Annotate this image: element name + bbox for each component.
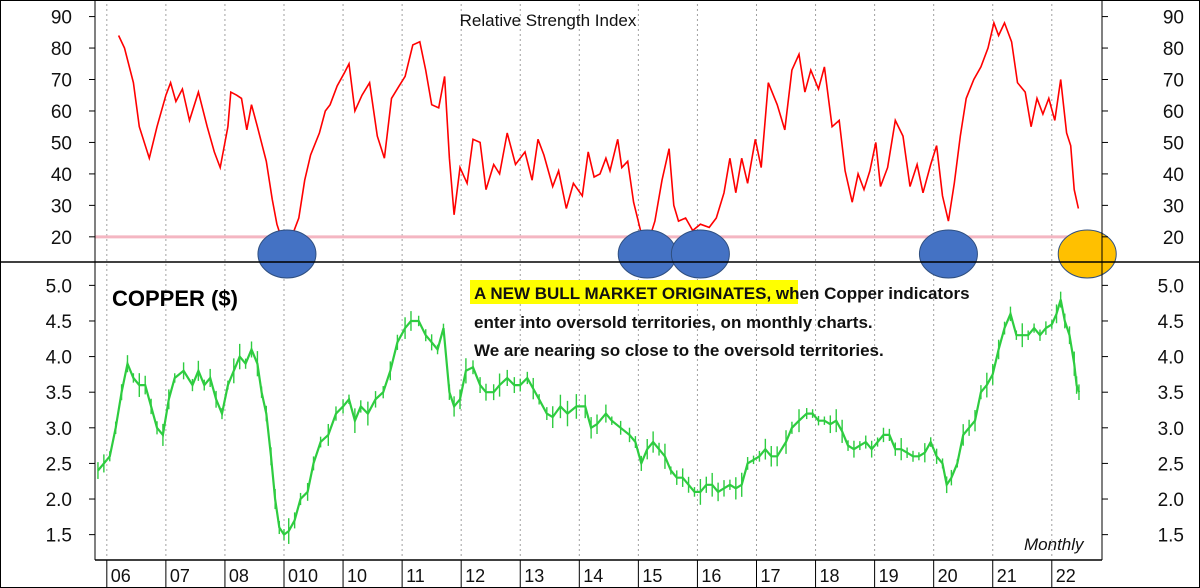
x-tick-label: 06 bbox=[111, 566, 131, 586]
copper-tick-label-right: 1.5 bbox=[1158, 526, 1184, 547]
annotation-line-1-rest: when Copper indicators bbox=[771, 284, 969, 303]
copper-tick-label-right: 4.5 bbox=[1158, 312, 1184, 333]
copper-tick-label-right: 2.5 bbox=[1158, 454, 1184, 475]
annotation-line-1: A NEW BULL MARKET ORIGINATES, when Coppe… bbox=[474, 284, 970, 303]
copper-tick-label-left: 1.5 bbox=[46, 526, 72, 547]
rsi-tick-label-left: 50 bbox=[51, 133, 72, 154]
x-tick-label: 13 bbox=[524, 566, 544, 586]
copper-tick-label-left: 4.5 bbox=[46, 312, 72, 333]
x-tick-label: 20 bbox=[938, 566, 958, 586]
rsi-tick-label-left: 90 bbox=[51, 8, 72, 29]
x-tick-label: 21 bbox=[997, 566, 1017, 586]
rsi-tick-label-right: 30 bbox=[1163, 196, 1184, 217]
copper-tick-label-left: 2.5 bbox=[46, 454, 72, 475]
rsi-tick-label-right: 50 bbox=[1163, 133, 1184, 154]
oversold-marker-3 bbox=[670, 229, 730, 279]
axes: 90 90 80 80 70 70 60 60 50 50 40 40 30 30 20 20 5.0 5.0 4.… bbox=[46, 8, 1184, 588]
annotation-highlight-text: A NEW BULL MARKET ORIGINATES, bbox=[474, 284, 771, 303]
copper-tick-label-right: 3.0 bbox=[1158, 419, 1184, 440]
rsi-tick-label-left: 70 bbox=[51, 71, 72, 92]
x-tick-label: 16 bbox=[701, 566, 721, 586]
rsi-tick-label-left: 20 bbox=[51, 228, 72, 249]
annotation-line-2: enter into oversold territories, on mont… bbox=[474, 313, 873, 332]
annotation-line-3: We are nearing so close to the oversold … bbox=[474, 341, 884, 360]
rsi-tick-label-left: 30 bbox=[51, 196, 72, 217]
rsi-tick-label-right: 20 bbox=[1163, 228, 1184, 249]
x-tick-label: 14 bbox=[583, 566, 603, 586]
oversold-marker-2 bbox=[617, 229, 677, 279]
x-axis-label-monthly: Monthly bbox=[1024, 535, 1085, 554]
annotation-highlight bbox=[470, 280, 798, 304]
x-tick-label: 17 bbox=[760, 566, 780, 586]
x-tick-label: 11 bbox=[406, 566, 425, 586]
rsi-tick-label-right: 40 bbox=[1163, 165, 1184, 186]
copper-line bbox=[97, 299, 1081, 537]
rsi-panel-title: Relative Strength Index bbox=[460, 11, 637, 30]
copper-tick-label-left: 5.0 bbox=[46, 276, 72, 297]
x-tick-label: 12 bbox=[465, 566, 485, 586]
oversold-marker-1 bbox=[257, 229, 317, 279]
rsi-tick-label-right: 70 bbox=[1163, 71, 1184, 92]
copper-tick-label-left: 3.0 bbox=[46, 419, 72, 440]
copper-series bbox=[97, 291, 1081, 544]
x-tick-label: 10 bbox=[347, 566, 367, 586]
x-tick-label: 07 bbox=[170, 566, 190, 586]
rsi-tick-label-right: 60 bbox=[1163, 102, 1184, 123]
copper-tick-label-right: 5.0 bbox=[1158, 276, 1184, 297]
rsi-tick-label-right: 90 bbox=[1163, 8, 1184, 29]
copper-panel-title: COPPER ($) bbox=[112, 286, 238, 311]
x-tick-label: 010 bbox=[288, 566, 318, 586]
x-tick-label: 15 bbox=[642, 566, 662, 586]
copper-tick-label-right: 4.0 bbox=[1158, 348, 1184, 369]
rsi-tick-label-left: 40 bbox=[51, 165, 72, 186]
copper-tick-label-left: 4.0 bbox=[46, 348, 72, 369]
rsi-tick-label-right: 80 bbox=[1163, 39, 1184, 60]
rsi-tick-label-left: 60 bbox=[51, 102, 72, 123]
copper-tick-label-left: 3.5 bbox=[46, 383, 72, 404]
x-tick-label: 19 bbox=[879, 566, 899, 586]
copper-tick-label-right: 2.0 bbox=[1158, 490, 1184, 511]
rsi-tick-label-left: 80 bbox=[51, 39, 72, 60]
copper-tick-label-left: 2.0 bbox=[46, 490, 72, 511]
oversold-marker-4 bbox=[918, 229, 978, 279]
copper-tick-label-right: 3.5 bbox=[1158, 383, 1184, 404]
x-tick-label: 08 bbox=[229, 566, 249, 586]
x-tick-label: 18 bbox=[820, 566, 840, 586]
x-tick-label: 22 bbox=[1056, 566, 1076, 586]
